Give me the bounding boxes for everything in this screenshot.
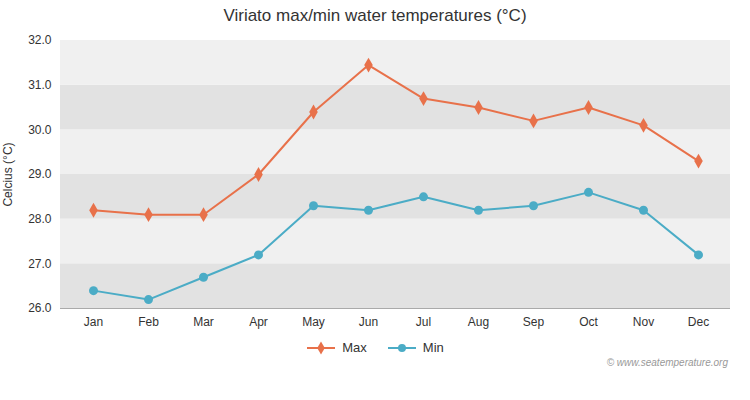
svg-text:Jul: Jul [416, 315, 431, 329]
svg-text:Sep: Sep [523, 315, 545, 329]
svg-text:31.0: 31.0 [28, 78, 52, 92]
svg-text:30.0: 30.0 [28, 123, 52, 137]
svg-text:Oct: Oct [579, 315, 598, 329]
svg-text:Dec: Dec [688, 315, 709, 329]
svg-text:May: May [302, 315, 325, 329]
svg-text:Celcius (°C): Celcius (°C) [1, 142, 15, 206]
svg-text:29.0: 29.0 [28, 167, 52, 181]
html-text:Max: Max [342, 340, 367, 355]
svg-text:Apr: Apr [249, 315, 268, 329]
svg-text:27.0: 27.0 [28, 257, 52, 271]
html-text:Min: Min [422, 340, 444, 355]
html-text:Viriato max/min water temperat: Viriato max/min water temperatures (°C) [223, 6, 527, 25]
svg-text:Jun: Jun [359, 315, 378, 329]
svg-text:28.0: 28.0 [28, 212, 52, 226]
svg-text:Aug: Aug [468, 315, 489, 329]
svg-text:Mar: Mar [193, 315, 214, 329]
svg-text:Nov: Nov [633, 315, 654, 329]
html-text:© www.seatemperature.org: © www.seatemperature.org [606, 357, 728, 368]
svg-text:Feb: Feb [138, 315, 159, 329]
svg-text:32.0: 32.0 [28, 33, 52, 47]
svg-text:Jan: Jan [84, 315, 103, 329]
svg-text:26.0: 26.0 [28, 301, 52, 315]
